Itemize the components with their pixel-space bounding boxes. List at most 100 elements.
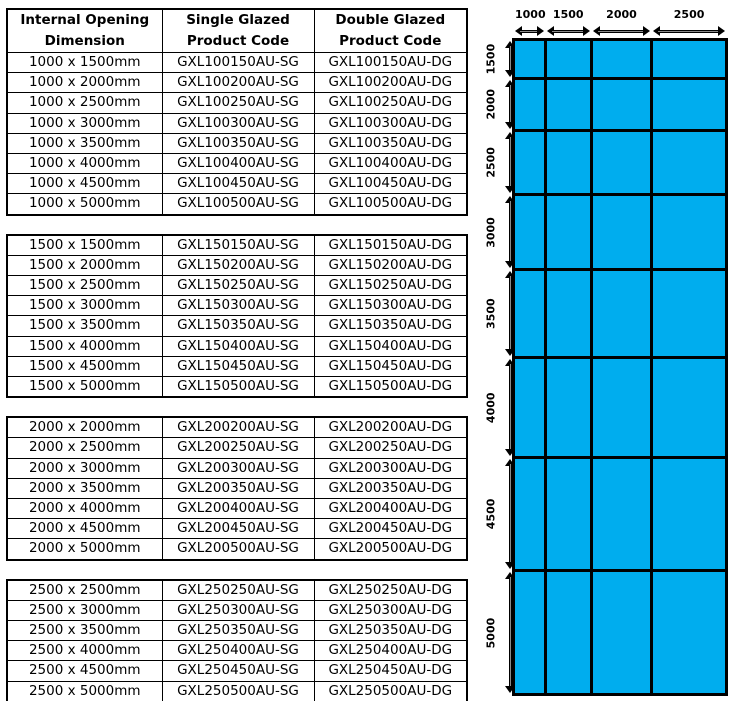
row-dimension-arrow (504, 571, 516, 693)
cell-single-glazed-code: GXL200450AU-SG (161, 518, 315, 540)
cell-double-glazed-code: GXL100400AU-DG (313, 153, 468, 175)
product-code-table: 1500 x 1500mm GXL150150AU-SG GXL150150AU-D… (6, 233, 468, 399)
row-dimension-arrow (504, 459, 516, 569)
arrow-head-down-icon (505, 685, 515, 693)
table-row: 1500 x 2000mm GXL150200AU-SG GXL150200AU-D… (6, 254, 468, 277)
row-dimension-label: 4000 (484, 392, 498, 424)
arrow-head-left-icon (546, 26, 554, 36)
cell-dimension: 2000 x 5000mm (6, 538, 163, 561)
cell-double-glazed-code: GXL150250AU-DG (313, 275, 468, 297)
arrow-bar (509, 136, 512, 188)
panel-cell (653, 195, 725, 269)
table-row: 2000 x 3500mm GXL200350AU-SG GXL200350AU-D… (6, 477, 468, 500)
panel-cell (515, 80, 544, 129)
row-dimension-arrow (504, 271, 516, 357)
panel-cell (515, 359, 544, 457)
panel-cell (546, 459, 590, 569)
table-row: 2500 x 3500mm GXL250350AU-SG GXL250350AU-D… (6, 620, 468, 642)
cell-single-glazed-code: GXL250450AU-SG (161, 660, 315, 682)
cell-dimension: 1000 x 2500mm (6, 92, 163, 114)
cell-dimension: 2000 x 3500mm (6, 477, 163, 500)
column-dimension-arrow (546, 25, 590, 37)
table-row: 1500 x 4500mm GXL150450AU-SG GXL150450AU-D… (6, 355, 468, 378)
panel-cell (515, 195, 544, 269)
header-double-glazed: Double Glazed (313, 9, 468, 31)
cell-double-glazed-code: GXL100250AU-DG (313, 92, 468, 114)
cell-double-glazed-code: GXL250500AU-DG (313, 680, 468, 701)
row-dimension-label: 1500 (484, 43, 498, 75)
cell-double-glazed-code: GXL250400AU-DG (313, 640, 468, 662)
arrow-head-up-icon (505, 80, 515, 88)
panel-cell (515, 41, 544, 78)
cell-dimension: 1500 x 2000mm (6, 254, 163, 277)
table-row: 1000 x 2500mm GXL100250AU-SG GXL100250AU-D… (6, 92, 468, 114)
cell-double-glazed-code: GXL150350AU-DG (313, 315, 468, 337)
cell-single-glazed-code: GXL200250AU-SG (161, 437, 315, 459)
cell-dimension: 2500 x 3500mm (6, 620, 163, 642)
cell-double-glazed-code: GXL200500AU-DG (313, 538, 468, 561)
panel-cell (515, 459, 544, 569)
arrow-head-right-icon (582, 26, 590, 36)
panel-cell (592, 271, 651, 357)
cell-dimension: 1500 x 3500mm (6, 315, 163, 337)
cell-dimension: 2500 x 4000mm (6, 640, 163, 662)
cell-single-glazed-code: GXL150250AU-SG (161, 275, 315, 297)
cell-double-glazed-code: GXL100350AU-DG (313, 132, 468, 155)
arrow-head-right-icon (643, 26, 651, 36)
panel-cell (546, 131, 590, 193)
panel-cell (546, 80, 590, 129)
cell-dimension: 1000 x 4000mm (6, 153, 163, 175)
arrow-head-down-icon (505, 185, 515, 193)
cell-dimension: 2500 x 4500mm (6, 660, 163, 682)
diagram-column-labels: 1000 1500 2000 2500 (478, 8, 742, 22)
panel-cell (515, 271, 544, 357)
panel-cell (515, 131, 544, 193)
panel-cell (592, 41, 651, 78)
column-dimension-arrow (592, 25, 651, 37)
panel-cell (653, 271, 725, 357)
panel-cell (653, 80, 725, 129)
cell-single-glazed-code: GXL150150AU-SG (161, 234, 315, 256)
cell-dimension: 1000 x 4500mm (6, 173, 163, 195)
panel-cell (653, 41, 725, 78)
row-dimension-label: 2000 (484, 89, 498, 120)
cell-double-glazed-code: GXL100500AU-DG (313, 193, 468, 216)
diagram-column-arrows (478, 25, 742, 37)
panel-cell (592, 571, 651, 693)
product-code-table: 2500 x 2500mm GXL250250AU-SG GXL250250AU-D… (6, 578, 468, 701)
cell-double-glazed-code: GXL250300AU-DG (313, 599, 468, 622)
arrow-head-down-icon (505, 70, 515, 78)
arrow-head-left-icon (653, 26, 661, 36)
cell-double-glazed-code: GXL150150AU-DG (313, 234, 468, 256)
cell-dimension: 2000 x 2000mm (6, 416, 163, 439)
cell-single-glazed-code: GXL200350AU-SG (161, 477, 315, 500)
cell-dimension: 1000 x 3500mm (6, 132, 163, 155)
arrow-head-left-icon (592, 26, 600, 36)
panel-cell (546, 41, 590, 78)
row-dimension-label: 4500 (484, 498, 498, 530)
header-single-product-code: Product Code (161, 31, 315, 53)
cell-single-glazed-code: GXL250300AU-SG (161, 599, 315, 622)
cell-double-glazed-code: GXL200300AU-DG (313, 457, 468, 479)
cell-single-glazed-code: GXL100300AU-SG (161, 112, 315, 134)
panel-cell (592, 459, 651, 569)
table-row: 2000 x 2000mm GXL200200AU-SG GXL200200AU-D… (6, 416, 468, 439)
row-dimension-label: 3000 (484, 216, 498, 248)
cell-single-glazed-code: GXL100450AU-SG (161, 173, 315, 195)
cell-double-glazed-code: GXL250450AU-DG (313, 660, 468, 682)
cell-double-glazed-code: GXL150400AU-DG (313, 335, 468, 357)
table-row: 1500 x 3000mm GXL150300AU-SG GXL150300AU-D… (6, 295, 468, 317)
row-dimension-arrow (504, 359, 516, 457)
arrow-head-up-icon (505, 271, 515, 279)
header-internal-opening: Internal Opening (6, 9, 163, 31)
cell-single-glazed-code: GXL100250AU-SG (161, 92, 315, 114)
arrow-bar (520, 30, 539, 33)
cell-dimension: 2000 x 2500mm (6, 437, 163, 459)
cell-double-glazed-code: GXL250250AU-DG (313, 579, 468, 601)
cell-single-glazed-code: GXL150500AU-SG (161, 376, 315, 398)
panel-cell (546, 571, 590, 693)
cell-double-glazed-code: GXL200350AU-DG (313, 477, 468, 500)
arrow-head-down-icon (505, 349, 515, 357)
arrow-bar (509, 364, 512, 452)
